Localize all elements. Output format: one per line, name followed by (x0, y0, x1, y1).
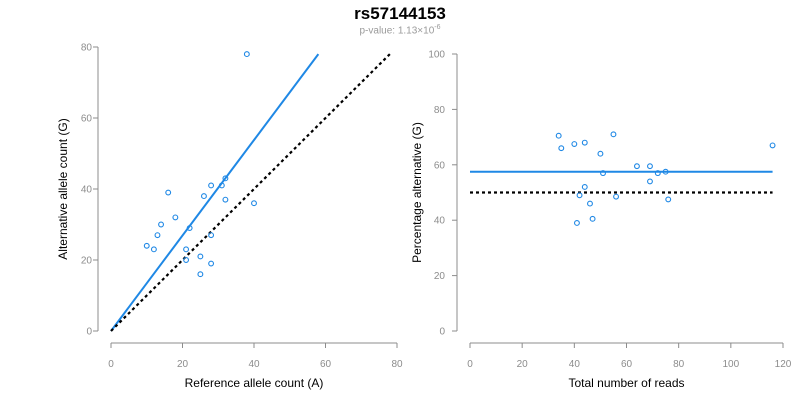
data-point (573, 220, 580, 226)
data-point (243, 51, 250, 58)
x-axis-label: Reference allele count (A) (185, 376, 324, 390)
data-point (555, 132, 562, 139)
data-point (197, 271, 204, 278)
x-axis-label: Total number of reads (568, 376, 684, 390)
data-point (154, 232, 161, 239)
x-tick-label: 40 (248, 359, 260, 370)
data-point (633, 163, 640, 170)
data-point (208, 232, 215, 239)
data-point (662, 168, 669, 175)
data-point (597, 150, 604, 157)
y-tick-label: 20 (81, 256, 93, 267)
chart-panel-left: 0 20 40 60 80 0 20 40 60 80 Reference allele count… (56, 43, 403, 391)
y-tick-label: 80 (81, 43, 93, 54)
x-tick-label: 80 (391, 359, 403, 370)
x-tick-label: 20 (177, 359, 189, 370)
data-point (647, 178, 653, 185)
pvalue-exponent: -6 (434, 24, 441, 31)
data-point (654, 170, 661, 177)
data-point (143, 242, 150, 249)
y-tick-label: 0 (86, 327, 92, 338)
y-tick-label: 60 (434, 160, 446, 171)
data-point (665, 196, 672, 203)
y-tick-label: 40 (81, 185, 93, 196)
fit-line (110, 53, 320, 332)
data-point (197, 253, 204, 260)
data-point (222, 175, 229, 182)
x-tick-label: 20 (517, 359, 529, 370)
data-point (613, 193, 620, 200)
data-point (587, 200, 593, 207)
x-tick-label: 100 (722, 359, 739, 370)
data-point (769, 142, 776, 149)
data-point (581, 184, 588, 190)
data-point (150, 246, 157, 253)
data-point (186, 225, 193, 232)
x-tick-label: 120 (775, 359, 792, 370)
x-tick-label: 60 (621, 359, 633, 370)
data-point (581, 139, 588, 146)
data-point (600, 170, 606, 177)
y-tick-label: 40 (434, 216, 446, 227)
y-tick-label: 0 (439, 327, 445, 338)
x-tick-label: 80 (673, 359, 685, 370)
data-point (571, 141, 578, 147)
data-point (183, 246, 190, 253)
data-point (208, 260, 215, 267)
pvalue-text: p-value: 1.13×10 (359, 25, 435, 37)
data-point (251, 200, 257, 207)
data-point (201, 193, 207, 200)
data-point (647, 163, 653, 170)
x-tick-label: 0 (108, 359, 114, 370)
data-point (589, 215, 596, 222)
x-tick-label: 60 (320, 359, 332, 370)
x-tick-label: 0 (467, 359, 473, 370)
data-point (218, 182, 225, 189)
y-axis-label: Percentage alternative (G) (410, 122, 424, 263)
y-tick-label: 80 (434, 105, 446, 116)
data-point (165, 189, 172, 196)
expected-dotted-line (110, 53, 391, 332)
data-point (222, 196, 229, 203)
y-axis-label: Alternative allele count (G) (56, 118, 70, 259)
data-point (558, 145, 565, 152)
data-point (610, 131, 617, 138)
data-point (183, 257, 190, 263)
data-point (576, 192, 583, 199)
data-point (208, 182, 215, 189)
y-tick-label: 20 (434, 271, 446, 282)
y-tick-label: 100 (428, 50, 445, 61)
x-tick-label: 40 (569, 359, 581, 370)
data-point (172, 214, 179, 221)
chart-panel-right: 0 20 40 60 80 100 120 0 20 40 60 80 100 Total number … (410, 50, 792, 391)
data-point (158, 221, 165, 228)
y-tick-label: 60 (81, 114, 93, 125)
pvalue-subtitle: p-value: 1.13×10-6 (0, 24, 800, 36)
chart-title: rs57144153 (354, 4, 446, 23)
